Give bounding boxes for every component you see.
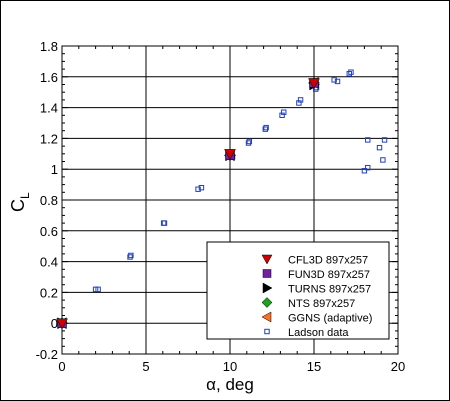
data-point — [381, 137, 388, 143]
data-points — [55, 69, 388, 330]
data-point — [365, 137, 371, 143]
y-tick-label: 0.6 — [40, 224, 58, 239]
data-point — [246, 138, 253, 145]
data-point — [297, 97, 304, 103]
y-tick-label: 0 — [51, 316, 58, 331]
legend-label: GGNS (adaptive) — [288, 313, 372, 325]
axes — [61, 45, 399, 355]
data-point — [376, 144, 383, 151]
legend-label: TURNS 897x257 — [288, 284, 371, 296]
y-axis-label: C L — [8, 192, 32, 212]
y-tick-label: 1 — [51, 162, 58, 177]
x-tick-label: 5 — [142, 359, 149, 374]
legend-marker — [261, 311, 272, 323]
legend-label: Ladson data — [288, 327, 349, 339]
data-point — [56, 318, 68, 330]
tick-labels: 0 5 10 15 20-0.200.20.40.60.811.21.41.61.8 — [36, 39, 406, 374]
legend: CFL3D 897x257 FUN3D 897x257 TURNS 897x257 N… — [206, 241, 390, 340]
legend-marker — [262, 269, 272, 278]
data-point — [224, 149, 236, 160]
legend-label: NTS 897x257 — [288, 298, 355, 310]
data-point — [128, 252, 134, 259]
data-point — [331, 77, 337, 83]
y-tick-label: 0.8 — [40, 193, 58, 208]
data-point — [198, 184, 205, 191]
data-point — [279, 112, 285, 118]
y-tick-label: 1.8 — [40, 39, 58, 54]
y-tick-label: 0.4 — [40, 255, 58, 270]
x-axis-label: α, deg — [206, 375, 254, 394]
y-tick-label: 0.2 — [40, 285, 58, 300]
data-point — [245, 140, 252, 146]
x-tick-label: 20 — [391, 359, 405, 374]
x-tick-label: 0 — [58, 359, 65, 374]
data-point — [308, 78, 320, 89]
y-tick-label: 1.2 — [40, 131, 58, 146]
legend-marker — [261, 297, 273, 308]
data-point — [161, 220, 168, 226]
x-tick-label: 15 — [307, 359, 321, 374]
legend-marker — [261, 254, 273, 265]
y-tick-label: -0.2 — [36, 347, 58, 362]
y-tick-label: 1.4 — [40, 101, 58, 116]
data-point — [127, 254, 133, 260]
data-point — [296, 100, 302, 106]
y-tick-label: 1.6 — [40, 70, 58, 85]
data-point — [334, 78, 341, 85]
legend-label: FUN3D 897x257 — [288, 269, 370, 281]
data-point — [380, 157, 386, 163]
x-tick-label: 10 — [223, 359, 237, 374]
series-cfl3d-897x257 — [56, 78, 320, 330]
data-point — [365, 164, 371, 171]
data-point — [262, 126, 268, 132]
y-axis-label-main: C — [8, 199, 28, 212]
data-point — [95, 286, 101, 293]
data-point — [346, 71, 352, 77]
data-point — [195, 186, 201, 192]
data-point — [348, 69, 354, 75]
legend-marker — [264, 328, 270, 335]
data-point — [263, 124, 269, 131]
legend-label: CFL3D 897x257 — [288, 255, 368, 267]
data-point — [281, 109, 287, 115]
y-axis-label-subscript: L — [18, 192, 32, 199]
legend-box — [206, 241, 390, 340]
legend-marker — [262, 282, 273, 294]
data-point — [361, 168, 368, 174]
